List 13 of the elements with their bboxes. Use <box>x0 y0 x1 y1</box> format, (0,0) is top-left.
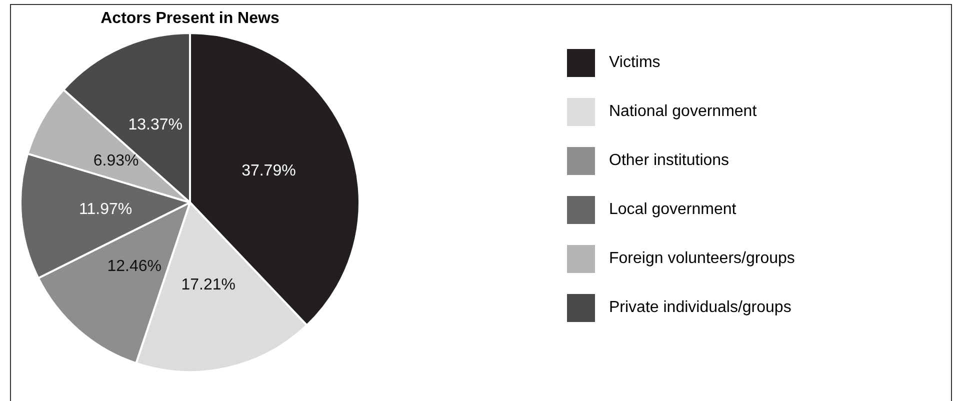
legend-label: Foreign volunteers/groups <box>609 250 795 268</box>
data-label: 37.79% <box>242 162 296 180</box>
data-label: 6.93% <box>93 152 139 170</box>
data-label: 13.37% <box>128 116 182 134</box>
legend-label: Other institutions <box>609 152 730 170</box>
legend-label: Victims <box>609 54 660 72</box>
data-label: 11.97% <box>79 201 132 218</box>
legend-label: Private individuals/groups <box>609 298 792 316</box>
data-label: 12.46% <box>107 258 162 275</box>
legend-label: National government <box>609 102 757 120</box>
data-label: 17.21% <box>181 276 236 294</box>
chart-title: Actors Present in News <box>100 10 280 28</box>
legend-label: Local government <box>609 200 736 218</box>
